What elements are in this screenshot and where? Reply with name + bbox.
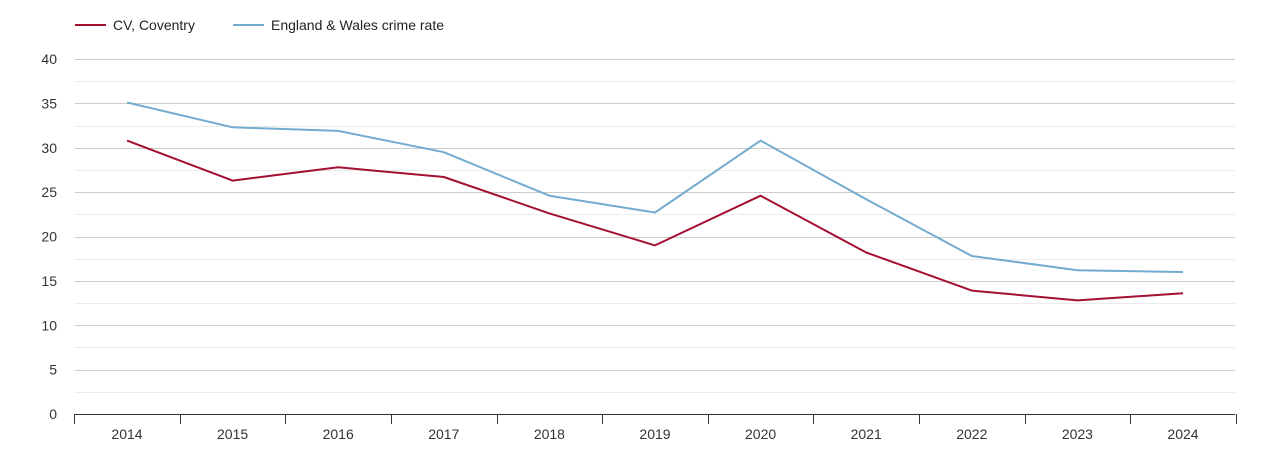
legend-item-coventry[interactable]: CV, Coventry — [75, 17, 195, 33]
x-tick-label: 2022 — [956, 426, 987, 442]
legend-label-england-wales: England & Wales crime rate — [271, 17, 444, 33]
legend-label-coventry: CV, Coventry — [113, 17, 195, 33]
y-tick-label: 40 — [41, 51, 57, 67]
x-tick-label: 2023 — [1062, 426, 1093, 442]
y-tick-label: 25 — [41, 184, 57, 200]
y-tick-label: 5 — [49, 362, 57, 378]
x-tick-label: 2020 — [745, 426, 776, 442]
plot-area — [126, 101, 1184, 302]
x-tick-label: 2017 — [428, 426, 459, 442]
y-tick-label: 30 — [41, 140, 57, 156]
legend: CV, Coventry England & Wales crime rate — [75, 17, 444, 33]
x-tick-label: 2024 — [1167, 426, 1198, 442]
legend-item-england-wales[interactable]: England & Wales crime rate — [233, 17, 444, 33]
x-tick-label: 2014 — [111, 426, 142, 442]
y-tick-label: 10 — [41, 317, 57, 333]
y-tick-label: 0 — [49, 406, 57, 422]
y-tick-label: 15 — [41, 273, 57, 289]
x-tick-label: 2016 — [323, 426, 354, 442]
gridlines — [75, 59, 1235, 393]
y-tick-label: 35 — [41, 95, 57, 111]
x-tick-label: 2015 — [217, 426, 248, 442]
x-tick-label: 2018 — [534, 426, 565, 442]
x-tick-label: 2021 — [851, 426, 882, 442]
x-axis: 2014 2015 2016 2017 2018 2019 2020 2021 2022 2023… — [74, 414, 1237, 442]
series-line-cv-coventry — [126, 139, 1184, 302]
y-axis: 0 5 10 15 20 25 30 35 40 — [41, 51, 57, 422]
series-line-england-wales-crime-rate — [126, 101, 1184, 273]
x-tick-label: 2019 — [639, 426, 670, 442]
y-tick-label: 20 — [41, 229, 57, 245]
